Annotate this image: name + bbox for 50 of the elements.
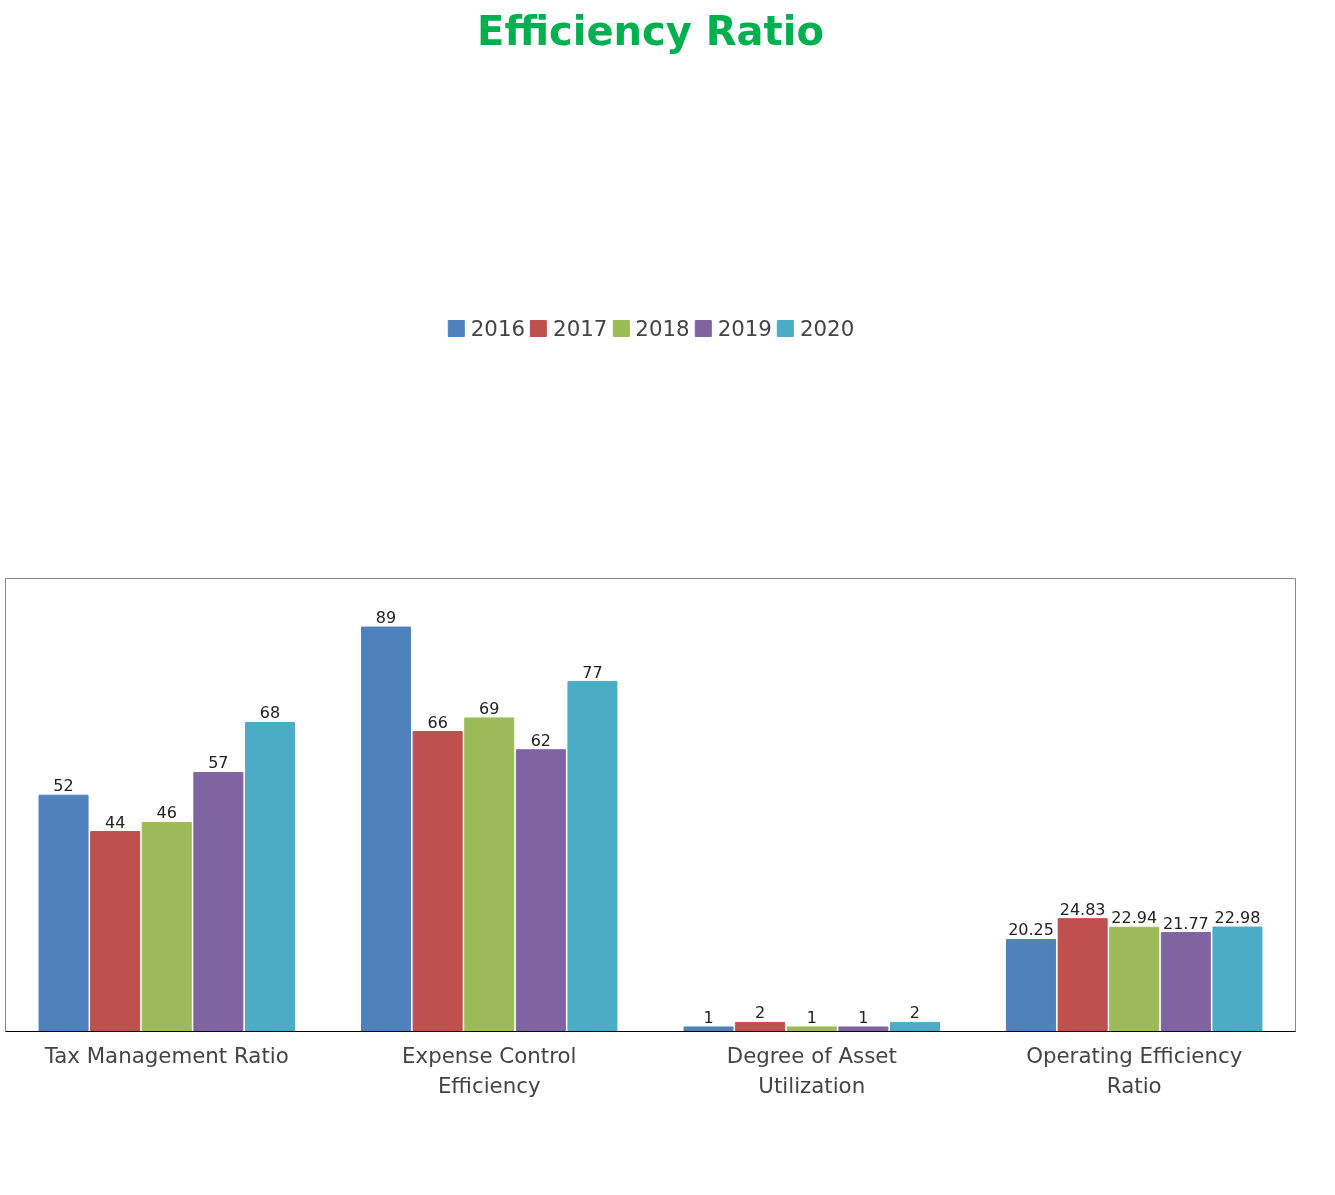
bar bbox=[1109, 926, 1160, 1032]
bar bbox=[244, 721, 295, 1032]
bar bbox=[786, 1026, 837, 1032]
bar bbox=[515, 749, 566, 1032]
legend-label: 2016 bbox=[470, 315, 526, 341]
x-tick-label: Operating Efficiency Ratio bbox=[1026, 1042, 1243, 1098]
legend-label: 2017 bbox=[553, 315, 608, 341]
bar bbox=[412, 731, 463, 1032]
data-label: 44 bbox=[104, 812, 126, 832]
data-label: 21.77 bbox=[1162, 913, 1209, 933]
bar bbox=[1006, 938, 1057, 1032]
data-label: 22.98 bbox=[1214, 908, 1261, 928]
bar bbox=[889, 1021, 940, 1032]
data-label: 68 bbox=[259, 703, 281, 723]
bar bbox=[38, 794, 89, 1032]
bar bbox=[683, 1026, 734, 1032]
bar bbox=[464, 717, 515, 1032]
bar bbox=[838, 1026, 889, 1032]
x-tick-label: Expense Control Efficiency bbox=[402, 1042, 577, 1098]
data-label: 1 bbox=[806, 1007, 817, 1027]
bar bbox=[567, 681, 618, 1032]
bar bbox=[1057, 918, 1108, 1032]
x-tick-label: Degree of Asset Utilization bbox=[726, 1042, 897, 1098]
bar bbox=[90, 831, 141, 1032]
bar bbox=[193, 771, 244, 1032]
bar bbox=[141, 821, 192, 1032]
data-label: 1 bbox=[858, 1007, 869, 1027]
bar bbox=[1160, 932, 1211, 1032]
data-label: 52 bbox=[53, 776, 74, 796]
data-label: 77 bbox=[582, 662, 603, 682]
data-label: 2 bbox=[755, 1003, 766, 1023]
data-label: 57 bbox=[208, 753, 229, 773]
data-label: 24.83 bbox=[1059, 899, 1106, 919]
x-tick-label: Tax Management Ratio bbox=[43, 1042, 289, 1068]
bar bbox=[361, 626, 412, 1032]
chart-title: Efficiency Ratio bbox=[477, 7, 824, 54]
legend-label: 2018 bbox=[635, 315, 690, 341]
legend-label: 2019 bbox=[717, 315, 772, 341]
bar bbox=[1212, 926, 1263, 1032]
data-label: 46 bbox=[156, 803, 177, 823]
data-label: 1 bbox=[703, 1007, 714, 1027]
data-label: 20.25 bbox=[1008, 920, 1054, 940]
data-label: 2 bbox=[909, 1003, 921, 1023]
data-label: 62 bbox=[530, 730, 552, 750]
data-label: 69 bbox=[479, 698, 500, 718]
data-label: 66 bbox=[427, 712, 448, 732]
data-label: 22.94 bbox=[1111, 908, 1158, 928]
legend-label: 2020 bbox=[799, 315, 855, 341]
bar bbox=[735, 1021, 786, 1032]
data-label: 89 bbox=[375, 608, 397, 628]
